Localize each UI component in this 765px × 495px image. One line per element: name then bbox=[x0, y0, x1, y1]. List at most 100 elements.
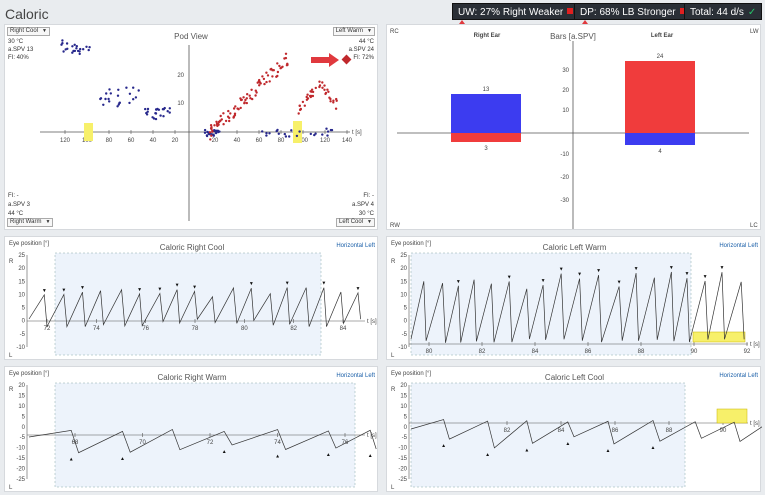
data-point bbox=[261, 75, 264, 78]
tr-fi: FI: 72% bbox=[353, 55, 374, 61]
data-point bbox=[234, 105, 237, 108]
data-point bbox=[75, 47, 78, 50]
bar-value-label: 4 bbox=[658, 149, 662, 155]
data-point bbox=[128, 92, 132, 96]
dropdown-right-cool[interactable]: Right Cool ▼ bbox=[7, 27, 50, 36]
bl-temp: 44 °C bbox=[8, 211, 24, 217]
data-point bbox=[265, 134, 268, 137]
x-tick-label: 86 bbox=[612, 428, 619, 434]
x-tick-label: 60 bbox=[256, 138, 263, 144]
x-tick-label: 20 bbox=[172, 138, 179, 144]
data-point bbox=[102, 103, 105, 107]
data-point bbox=[310, 88, 314, 91]
y-tick-label: -20 bbox=[560, 175, 569, 181]
channel-label: Horizontal Left bbox=[719, 373, 758, 379]
data-point bbox=[244, 98, 247, 102]
nystagmus-marker-icon: ▼ bbox=[61, 288, 66, 294]
nystagmus-marker-icon: ▼ bbox=[720, 265, 725, 271]
data-point bbox=[105, 92, 108, 95]
y-tick-label: 10 bbox=[562, 108, 569, 114]
bar-value-label: 13 bbox=[483, 87, 490, 93]
data-point bbox=[262, 77, 266, 81]
left-marker: L bbox=[391, 485, 395, 491]
nystagmus-marker-icon: ▼ bbox=[456, 279, 461, 285]
trace-title: Caloric Right Cool bbox=[160, 243, 225, 252]
data-point bbox=[284, 56, 288, 60]
y-tick-label: -5 bbox=[20, 332, 26, 338]
data-point bbox=[298, 130, 301, 133]
x-tick-label: 82 bbox=[479, 349, 486, 355]
bars-title: Bars [a.SPV] bbox=[550, 32, 596, 41]
data-point bbox=[216, 124, 219, 128]
y-tick-label: 5 bbox=[22, 414, 26, 420]
dropdown-left-warm[interactable]: Left Warm ▼ bbox=[332, 27, 375, 36]
data-point bbox=[109, 92, 113, 95]
data-point bbox=[327, 90, 330, 94]
data-point bbox=[78, 52, 81, 56]
right-marker: R bbox=[391, 387, 396, 393]
data-point bbox=[146, 107, 150, 111]
nystagmus-marker-icon: ▼ bbox=[321, 281, 326, 287]
y-tick-label: 20 bbox=[400, 266, 407, 272]
data-point bbox=[214, 131, 218, 135]
x-axis-unit: t [s] bbox=[750, 421, 760, 427]
data-point bbox=[128, 101, 131, 105]
trace-chart-left-cool: Eye position [°] Caloric Left Cool Horizon… bbox=[391, 371, 762, 491]
x-tick-label: 82 bbox=[504, 428, 511, 434]
y-tick-label: -20 bbox=[16, 467, 25, 473]
y-tick-label: -10 bbox=[16, 446, 25, 452]
trace-title: Caloric Left Warm bbox=[543, 243, 607, 252]
y-tick-label: 5 bbox=[22, 306, 26, 312]
data-point bbox=[213, 129, 217, 132]
data-point bbox=[290, 129, 293, 132]
data-point bbox=[65, 42, 69, 45]
eye-position-trace bbox=[410, 419, 762, 449]
data-point bbox=[206, 130, 209, 134]
data-point bbox=[73, 49, 77, 53]
nystagmus-marker-icon: ▲ bbox=[441, 443, 446, 449]
data-point bbox=[73, 43, 76, 46]
x-tick-label: 74 bbox=[274, 440, 281, 446]
data-point bbox=[224, 119, 228, 123]
corner-lc: LC bbox=[750, 223, 758, 229]
data-point bbox=[62, 50, 65, 53]
data-point bbox=[213, 124, 216, 127]
x-tick-label: 60 bbox=[128, 138, 135, 144]
chevron-down-icon: ▼ bbox=[42, 28, 47, 34]
data-point bbox=[108, 100, 111, 103]
data-point bbox=[301, 100, 305, 104]
red-square-icon bbox=[567, 8, 574, 14]
y-tick-label: -10 bbox=[560, 152, 569, 158]
dropdown-right-warm[interactable]: Right Warm ▼ bbox=[7, 218, 54, 227]
dp-badge[interactable]: DP: 68% LB Stronger bbox=[574, 3, 692, 20]
br-fi: FI: - bbox=[363, 193, 374, 199]
data-point bbox=[232, 116, 235, 119]
data-point bbox=[245, 101, 248, 105]
nystagmus-marker-icon: ▲ bbox=[275, 454, 280, 460]
right-marker: R bbox=[9, 387, 14, 393]
data-point bbox=[99, 97, 102, 101]
data-point bbox=[208, 133, 211, 136]
corner-rc: RC bbox=[390, 29, 399, 35]
x-tick-label: 72 bbox=[207, 440, 214, 446]
data-point bbox=[79, 47, 82, 51]
y-tick-label: -25 bbox=[16, 477, 25, 483]
header-bar: Caloric UW: 27% Right Weaker DP: 68% LB … bbox=[0, 0, 765, 47]
y-axis-label: Eye position [°] bbox=[391, 241, 431, 247]
nystagmus-marker-icon: ▲ bbox=[368, 453, 373, 459]
channel-label: Horizontal Left bbox=[336, 373, 375, 379]
y-tick-label: 20 bbox=[18, 266, 25, 272]
y-tick-label: -15 bbox=[16, 456, 25, 462]
data-point bbox=[154, 108, 158, 111]
corner-lw: LW bbox=[750, 29, 759, 35]
total-badge[interactable]: Total: 44 d/s ✓ bbox=[684, 3, 763, 20]
analysis-window bbox=[410, 382, 686, 488]
data-point bbox=[303, 104, 306, 107]
uw-badge[interactable]: UW: 27% Right Weaker bbox=[452, 3, 580, 20]
data-point bbox=[145, 111, 148, 115]
data-point bbox=[212, 133, 215, 136]
dropdown-left-cool[interactable]: Left Cool ▼ bbox=[336, 218, 375, 227]
data-point bbox=[209, 138, 212, 141]
data-point bbox=[335, 97, 338, 101]
eye-position-trace bbox=[410, 271, 745, 343]
